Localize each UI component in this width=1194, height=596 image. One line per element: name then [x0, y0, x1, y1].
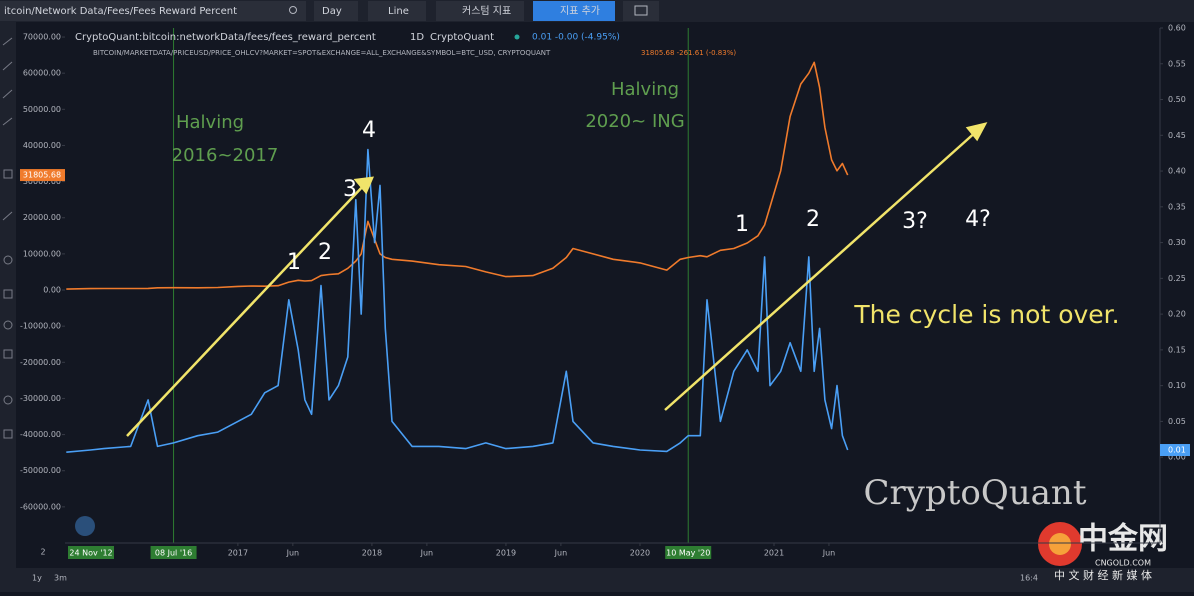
trend-arrows [126, 122, 988, 437]
range-button[interactable]: 1y [32, 574, 42, 583]
halving-label: 10 May '20 [666, 549, 710, 558]
annotation: 2020~ ING [585, 111, 684, 132]
y2-tick-label: 0.20 [1168, 310, 1186, 319]
logo-tagline: 中 文 财 经 新 媒 体 [1054, 568, 1152, 582]
x-tick-label: Jun [554, 549, 568, 558]
annotation: 4? [965, 207, 991, 232]
interval-text: Day [322, 6, 342, 17]
halving-label: 08 Jul '16 [155, 549, 192, 558]
bottom-bar [0, 568, 1194, 592]
fee-badge [1160, 444, 1190, 457]
custom-indicator-text: 커스텀 지표 [462, 5, 511, 17]
style-text: Line [388, 6, 409, 17]
halving-badge [665, 546, 712, 559]
y2-tick-label: 0.55 [1168, 59, 1186, 68]
camera-icon [634, 5, 648, 16]
y-tick-label: 40000.00 [23, 141, 61, 150]
search-box[interactable] [0, 1, 306, 21]
annotation: 2 [806, 207, 820, 232]
add-indicator-text: 지표 추가 [560, 5, 600, 17]
y2-tick-label: 0.30 [1168, 238, 1186, 247]
sidebar-icons [2, 37, 13, 439]
x-tick-label: Jun [822, 549, 836, 558]
annotation: Halving [611, 79, 679, 100]
style-button[interactable] [368, 1, 426, 21]
annotation: 4 [362, 118, 376, 143]
custom-indicator-button[interactable] [436, 1, 524, 21]
x-tick-label: 2019 [496, 549, 516, 558]
search-icon [289, 6, 297, 14]
sidebar [0, 22, 16, 568]
y2-tick-label: 0.50 [1168, 95, 1186, 104]
series-line [66, 61, 849, 290]
screenshot-button[interactable] [623, 1, 659, 21]
start-date-label: 24 Nov '12 [69, 549, 112, 558]
interval-button[interactable] [314, 1, 358, 21]
range-button[interactable]: 3m [54, 574, 67, 583]
y-tick-label: -50000.00 [20, 466, 61, 475]
y2-tick-label: 0.45 [1168, 131, 1186, 140]
annotation: Halving [176, 112, 244, 133]
y2-tick-label: 0.05 [1168, 417, 1186, 426]
legend-stats: 31805.68 -261.61 (-0.83%) [641, 49, 736, 57]
legend-title: CryptoQuant:bitcoin:networkData/fees/fee… [75, 32, 376, 43]
y-tick-label: -30000.00 [20, 394, 61, 403]
y-tick-label: 10000.00 [23, 249, 61, 258]
y-tick-label: 70000.00 [23, 33, 61, 42]
annotation: 1 [287, 250, 301, 275]
logo-mark-inner [1049, 533, 1071, 555]
logo-name: 中金网 [1078, 522, 1168, 557]
legend-interval: 1D [410, 32, 424, 43]
annotation: The cycle is not over. [853, 300, 1119, 329]
y-tick-label: 30000.00 [23, 177, 61, 186]
y-tick-label: 50000.00 [23, 105, 61, 114]
y2-tick-label: 0.25 [1168, 274, 1186, 283]
y2-tick-label: 0.10 [1168, 381, 1186, 390]
search-text: itcoin/Network Data/Fees/Fees Reward Per… [4, 6, 237, 17]
y-tick-label: -40000.00 [20, 430, 61, 439]
fee-badge-label: 0.01 [1168, 446, 1186, 455]
halving-badge [150, 546, 197, 559]
annotation: 2016~2017 [172, 145, 279, 166]
start-date-badge [68, 546, 114, 559]
legend-source: CryptoQuant [430, 32, 494, 43]
y2-tick-label: 0.00 [1168, 453, 1186, 462]
x-tick-label: 2020 [630, 549, 650, 558]
price-badge-label: 31805.68 [23, 171, 61, 180]
y2-tick-label: 0.35 [1168, 202, 1186, 211]
price-badge [20, 169, 65, 182]
y-tick-label: 60000.00 [23, 69, 61, 78]
x-tick-label: 2021 [764, 549, 784, 558]
watermark: CryptoQuant [864, 473, 1087, 513]
legend-dot [514, 34, 520, 40]
series-line [66, 148, 849, 453]
cq-icon [75, 516, 95, 536]
x-tick-label: Jun [420, 549, 434, 558]
y2-tick-label: 0.40 [1168, 167, 1186, 176]
x-tick-label: 2017 [228, 549, 248, 558]
annotation: 2 [318, 240, 332, 265]
logo-domain: CNGOLD.COM [1095, 559, 1151, 568]
legend-title: BITCOIN/MARKETDATA/PRICEUSD/PRICE_OHLCV?… [93, 49, 551, 57]
y-tick-label: -10000.00 [20, 322, 61, 331]
y-tick-label: -20000.00 [20, 358, 61, 367]
page-number: 2 [40, 548, 45, 557]
y-tick-label: 0.00 [43, 286, 61, 295]
clock: 16:4 [1020, 574, 1038, 583]
x-tick-label: Jun [286, 549, 300, 558]
annotation: 3? [902, 209, 928, 234]
y2-tick-label: 0.15 [1168, 345, 1186, 354]
annotation: 1 [735, 212, 749, 237]
annotation: 3 [343, 177, 357, 202]
y2-tick-label: 0.60 [1168, 24, 1186, 33]
add-indicator-button[interactable] [533, 1, 615, 21]
y-tick-label: -60000.00 [20, 502, 61, 511]
legend-stats: 0.01 -0.00 (-4.95%) [532, 33, 620, 43]
x-tick-label: 2018 [362, 549, 382, 558]
y-tick-label: 20000.00 [23, 213, 61, 222]
